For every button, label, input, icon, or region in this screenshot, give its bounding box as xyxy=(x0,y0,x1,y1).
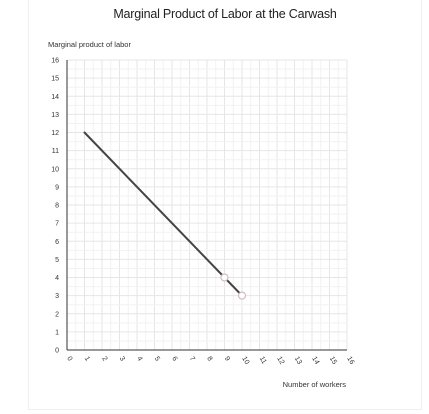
series-line xyxy=(83,131,243,297)
point-marker[interactable] xyxy=(237,291,247,300)
axes xyxy=(66,60,347,351)
y-tick-label: 0 xyxy=(55,348,59,355)
x-tick-label: 13 xyxy=(293,356,303,366)
x-tick-label: 2 xyxy=(100,356,108,363)
x-tick-label: 16 xyxy=(345,356,355,366)
x-tick-label: 3 xyxy=(118,356,126,363)
y-tick-label: 6 xyxy=(55,239,59,246)
y-tick-label: 16 xyxy=(51,58,59,65)
x-axis-label: Number of workers xyxy=(282,380,346,389)
point-marker[interactable] xyxy=(220,273,229,282)
x-tick-label: 8 xyxy=(205,356,213,363)
y-tick-label: 15 xyxy=(51,76,59,83)
x-tick-label: 11 xyxy=(258,356,268,366)
x-tick-label: 9 xyxy=(223,356,231,363)
grid-lines xyxy=(66,59,348,351)
x-tick-labels: 0 1 2 3 4 5 6 7 8 9 10 11 12 13 14 15 16 xyxy=(65,356,355,366)
x-tick-label: 14 xyxy=(310,356,320,366)
chart-frame xyxy=(28,0,422,410)
y-tick-label: 11 xyxy=(52,148,59,155)
y-axis-label: Marginal product of labor xyxy=(48,40,131,49)
y-tick-label: 10 xyxy=(51,166,59,173)
markers-group xyxy=(220,273,247,300)
x-tick-label: 4 xyxy=(135,356,143,363)
y-tick-label: 12 xyxy=(51,130,59,137)
series-group xyxy=(83,131,243,297)
y-tick-label: 5 xyxy=(55,257,59,264)
x-tick-label: 15 xyxy=(328,356,338,366)
y-tick-label: 2 xyxy=(55,311,59,318)
chart-title: Marginal Product of Labor at the Carwash xyxy=(113,7,337,21)
x-tick-label: 0 xyxy=(65,356,73,363)
y-tick-label: 7 xyxy=(55,221,59,228)
x-tick-label: 12 xyxy=(275,356,285,366)
x-tick-label: 1 xyxy=(83,356,91,363)
y-tick-label: 13 xyxy=(51,112,59,119)
x-tick-label: 5 xyxy=(153,356,161,363)
y-tick-label: 14 xyxy=(51,94,59,101)
x-tick-label: 10 xyxy=(240,356,250,366)
x-tick-label: 7 xyxy=(188,356,196,363)
y-tick-label: 4 xyxy=(55,275,59,282)
y-tick-label: 1 xyxy=(55,329,59,336)
y-tick-label: 3 xyxy=(55,293,59,300)
y-tick-label: 9 xyxy=(55,184,59,191)
x-tick-label: 6 xyxy=(170,356,178,363)
y-tick-label: 8 xyxy=(55,203,59,210)
